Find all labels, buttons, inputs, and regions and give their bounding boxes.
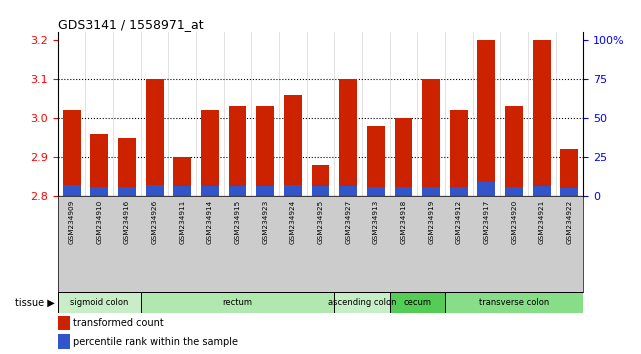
Text: GSM234919: GSM234919 xyxy=(428,199,434,244)
Bar xyxy=(339,79,357,196)
Text: sigmoid colon: sigmoid colon xyxy=(70,298,128,307)
Text: GSM234911: GSM234911 xyxy=(179,199,185,244)
Bar xyxy=(284,95,302,196)
Bar xyxy=(256,186,274,196)
Bar xyxy=(533,40,551,196)
Bar xyxy=(90,187,108,196)
Bar xyxy=(312,165,329,196)
Bar xyxy=(394,118,413,196)
Text: percentile rank within the sample: percentile rank within the sample xyxy=(73,337,238,347)
Bar xyxy=(533,186,551,196)
Bar xyxy=(394,187,413,196)
Bar xyxy=(560,149,578,196)
Bar xyxy=(63,185,81,196)
Bar xyxy=(422,187,440,196)
Bar xyxy=(450,110,468,196)
Bar xyxy=(339,186,357,196)
Bar xyxy=(58,316,71,330)
Text: GDS3141 / 1558971_at: GDS3141 / 1558971_at xyxy=(58,18,203,31)
Bar xyxy=(445,292,583,313)
Bar xyxy=(256,106,274,196)
Text: GSM234912: GSM234912 xyxy=(456,199,462,244)
Text: GSM234923: GSM234923 xyxy=(262,199,268,244)
Bar xyxy=(478,182,495,196)
Bar xyxy=(505,187,523,196)
Text: GSM234914: GSM234914 xyxy=(207,199,213,244)
Bar xyxy=(140,292,335,313)
Bar xyxy=(58,335,71,349)
Bar xyxy=(118,187,136,196)
Text: cecum: cecum xyxy=(403,298,431,307)
Text: GSM234920: GSM234920 xyxy=(511,199,517,244)
Text: GSM234910: GSM234910 xyxy=(96,199,102,244)
Text: GSM234921: GSM234921 xyxy=(539,199,545,244)
Bar xyxy=(90,134,108,196)
Bar xyxy=(118,138,136,196)
Bar xyxy=(201,110,219,196)
Bar xyxy=(201,186,219,196)
Bar xyxy=(312,186,329,196)
Bar xyxy=(478,40,495,196)
Bar xyxy=(367,187,385,196)
Text: ascending colon: ascending colon xyxy=(328,298,396,307)
Text: GSM234909: GSM234909 xyxy=(69,199,74,244)
Bar xyxy=(390,292,445,313)
Bar xyxy=(229,186,247,196)
Text: GSM234917: GSM234917 xyxy=(483,199,490,244)
Text: GSM234925: GSM234925 xyxy=(317,199,324,244)
Bar xyxy=(335,292,390,313)
Bar xyxy=(367,126,385,196)
Bar xyxy=(229,106,247,196)
Text: GSM234913: GSM234913 xyxy=(373,199,379,244)
Text: transformed count: transformed count xyxy=(73,318,163,328)
Text: GSM234926: GSM234926 xyxy=(151,199,158,244)
Bar xyxy=(422,79,440,196)
Bar xyxy=(146,79,163,196)
Text: rectum: rectum xyxy=(222,298,253,307)
Bar xyxy=(173,186,191,196)
Bar xyxy=(284,185,302,196)
Bar xyxy=(560,188,578,196)
Bar xyxy=(450,187,468,196)
Text: tissue ▶: tissue ▶ xyxy=(15,298,54,308)
Text: GSM234922: GSM234922 xyxy=(567,199,572,244)
Bar xyxy=(146,185,163,196)
Text: GSM234916: GSM234916 xyxy=(124,199,130,244)
Bar xyxy=(58,292,140,313)
Text: transverse colon: transverse colon xyxy=(479,298,549,307)
Text: GSM234927: GSM234927 xyxy=(345,199,351,244)
Text: GSM234915: GSM234915 xyxy=(235,199,240,244)
Text: GSM234918: GSM234918 xyxy=(401,199,406,244)
Bar xyxy=(505,106,523,196)
Text: GSM234924: GSM234924 xyxy=(290,199,296,244)
Bar xyxy=(173,157,191,196)
Bar xyxy=(63,110,81,196)
